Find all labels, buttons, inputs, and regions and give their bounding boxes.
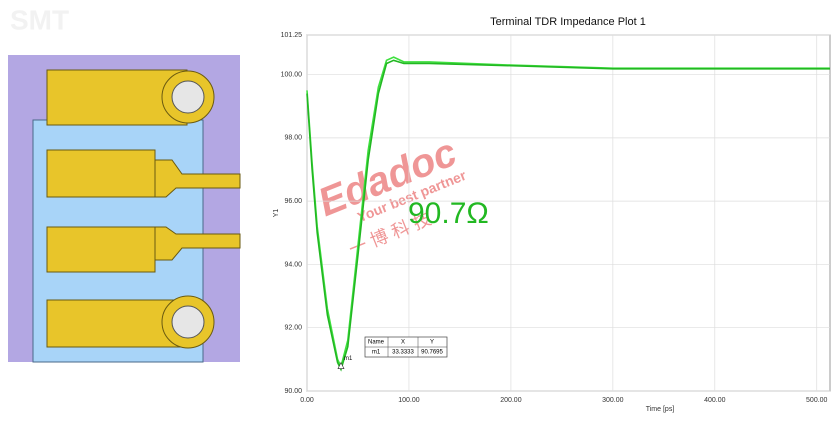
pcb-layout	[8, 55, 241, 363]
table-header: Y	[430, 340, 434, 346]
y-tick-label: 100.00	[281, 71, 303, 78]
table-cell: m1	[372, 350, 381, 356]
x-tick-label: 300.00	[602, 397, 624, 404]
marker-label: m1	[344, 356, 353, 362]
marker-table: Name X Y m1 33.3333 90.7695	[364, 336, 448, 358]
x-tick-label: 100.00	[398, 397, 420, 404]
y-axis-label: Y1	[273, 209, 280, 218]
left-label: SMT	[10, 4, 69, 35]
annotation: 90.7Ω	[408, 197, 489, 230]
y-tick-label: 90.00	[284, 388, 302, 395]
marker-point	[337, 361, 345, 369]
y-tick-label: 92.00	[284, 325, 302, 332]
table-header: Name	[368, 340, 385, 346]
y-tick-label: 98.00	[284, 135, 302, 142]
table-cell: 90.7695	[421, 350, 443, 356]
x-tick-label: 500.00	[806, 397, 828, 404]
x-tick-label: 400.00	[704, 397, 726, 404]
line	[306, 59, 830, 372]
y-tick-label: 96.00	[284, 198, 302, 205]
y-tick-label: 101.25	[281, 32, 303, 39]
chart-title: Terminal TDR Impedance Plot 1	[490, 16, 646, 28]
x-axis-label: Time [ps]	[646, 406, 675, 413]
y-tick-label: 94.00	[284, 261, 302, 268]
table-cell: 33.3333	[392, 350, 414, 356]
x-tick-label: 200.00	[500, 397, 522, 404]
table-header: X	[401, 340, 405, 346]
x-tick-label: 0.00	[300, 397, 314, 404]
